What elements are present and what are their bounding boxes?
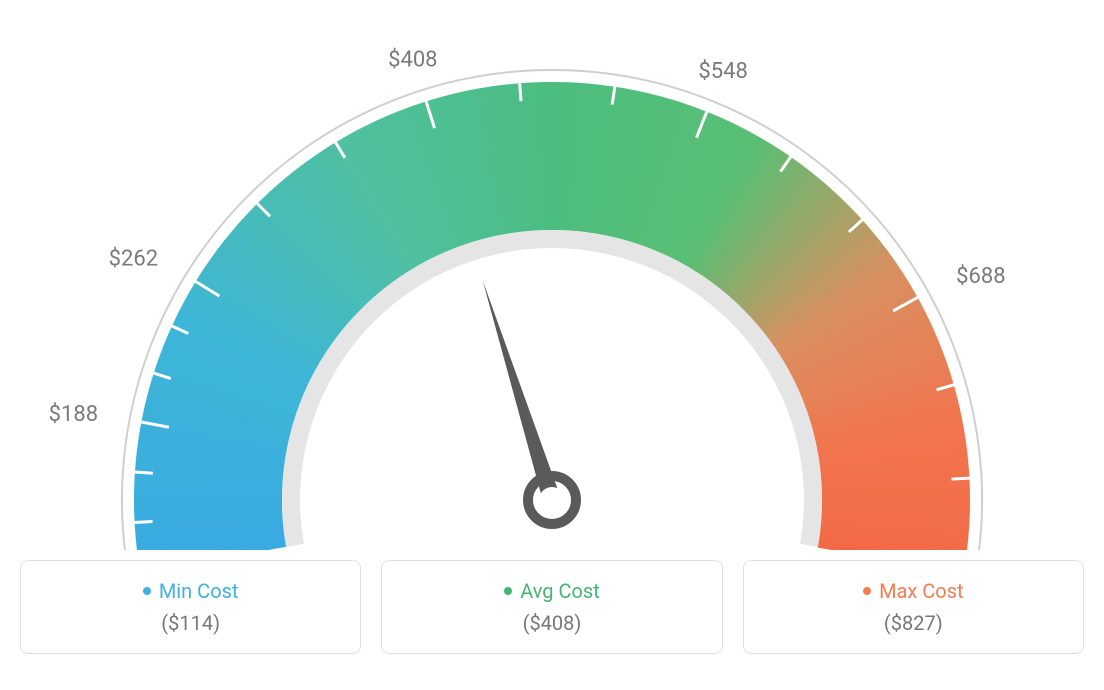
legend-avg-value: ($408) [392,611,711,635]
legend-avg-label: Avg Cost [504,579,600,603]
legend-min-value: ($114) [31,611,350,635]
gauge-chart: $114$188$262$408$548$688$827 [20,20,1084,550]
gauge-hub-inner [539,487,565,513]
gauge-tick-label: $548 [698,59,747,84]
chart-container: $114$188$262$408$548$688$827 Min Cost ($… [20,20,1084,654]
legend-min-card: Min Cost ($114) [20,560,361,654]
legend-max-label: Max Cost [863,579,964,603]
gauge-tick-label: $262 [109,247,158,272]
legend-max-card: Max Cost ($827) [743,560,1084,654]
legend-row: Min Cost ($114) Avg Cost ($408) Max Cost… [20,560,1084,654]
legend-avg-card: Avg Cost ($408) [381,560,722,654]
gauge-tick-label: $188 [49,402,98,427]
gauge-needle [483,281,561,503]
legend-max-value: ($827) [754,611,1073,635]
gauge-tick-label: $688 [956,264,1005,289]
gauge-tick-label: $408 [388,47,437,72]
legend-min-label: Min Cost [143,579,239,603]
